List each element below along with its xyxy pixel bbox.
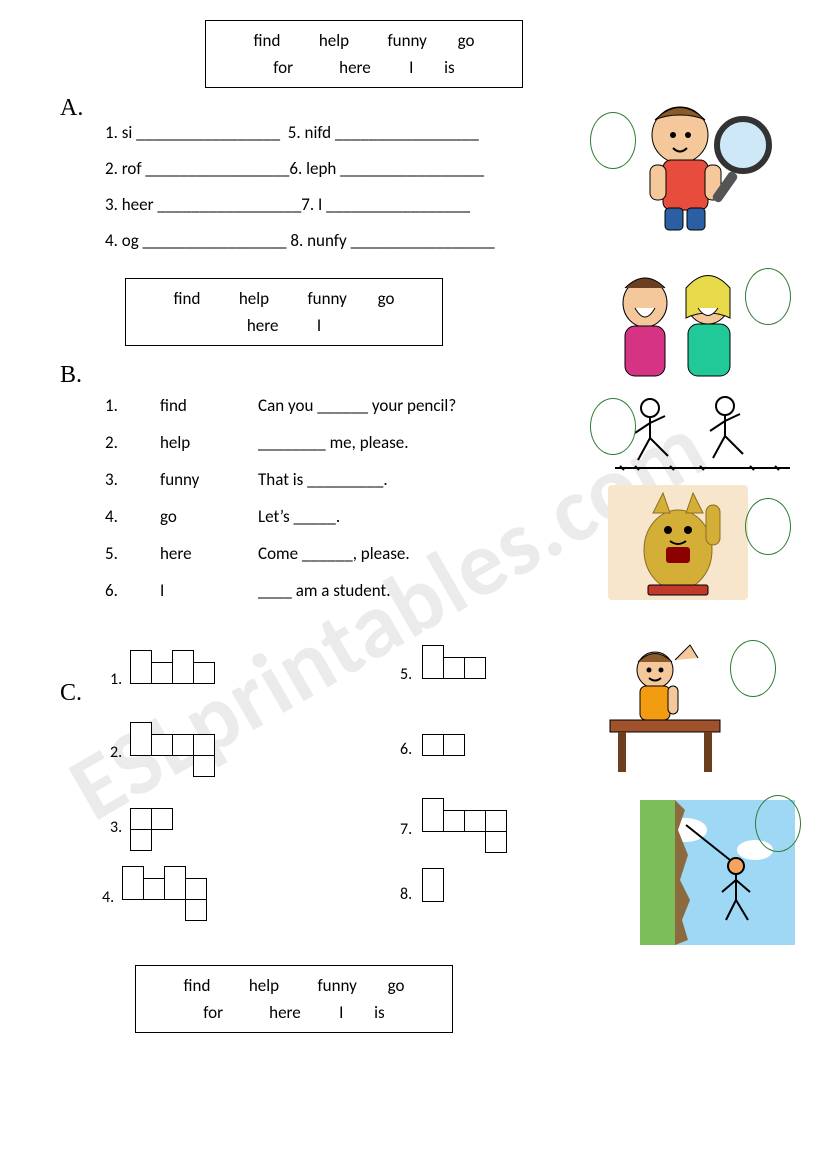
section-a-letter: A. [60, 95, 83, 122]
c-num-7: 7. [400, 820, 412, 839]
a-line3[interactable]: 3. heer _________________7. I __________… [105, 194, 470, 215]
a-line4[interactable]: 4. og _________________ 8. nunfy _______… [105, 230, 495, 251]
c-num-5: 5. [400, 665, 412, 684]
b-word-6: I [160, 580, 164, 601]
clipart-magnifier-boy [625, 90, 790, 235]
wordbox-mid-row1: find help funny go [126, 285, 442, 312]
wordbox-bottom-row1: find help funny go [136, 972, 452, 999]
b-sent-4[interactable]: Let’s _____. [258, 506, 340, 527]
b-num-3: 3. [105, 469, 118, 490]
clipart-runners [610, 388, 795, 476]
clipart-laughing-people [590, 258, 765, 388]
b-sent-5[interactable]: Come ______, please. [258, 543, 410, 564]
a-line2[interactable]: 2. rof _________________6. leph ________… [105, 158, 484, 179]
b-num-2: 2. [105, 432, 118, 453]
c-num-2: 2. [110, 743, 122, 762]
clipart-student-desk [590, 640, 735, 780]
wordbox-top: find help funny go for here I is [205, 20, 523, 88]
answer-oval-3[interactable] [590, 398, 636, 455]
b-sent-3[interactable]: That is _________. [258, 469, 388, 490]
wordbox-bottom: find help funny go for here I is [135, 965, 453, 1033]
wordbox-mid: find help funny go here I [125, 278, 443, 346]
clipart-lucky-cat [608, 485, 748, 600]
answer-oval-4[interactable] [745, 498, 791, 555]
section-c-letter: C. [60, 680, 82, 707]
c-num-8: 8. [400, 885, 412, 904]
c-num-4: 4. [102, 888, 114, 907]
b-sent-2[interactable]: ________ me, please. [258, 432, 409, 453]
a-line1[interactable]: 1. si _________________ 5. nifd ________… [105, 122, 479, 143]
wordbox-top-row1: find help funny go [206, 27, 522, 54]
c-num-1: 1. [110, 670, 122, 689]
b-word-4: go [160, 506, 177, 527]
b-word-5: here [160, 543, 192, 564]
c-num-3: 3. [110, 818, 122, 837]
wordbox-bottom-row2: for here I is [136, 999, 452, 1026]
b-num-1: 1. [105, 395, 118, 416]
b-word-3: funny [160, 469, 199, 490]
b-num-6: 6. [105, 580, 118, 601]
answer-oval-2[interactable] [745, 268, 791, 325]
section-b-letter: B. [60, 362, 82, 389]
b-word-1: find [160, 395, 187, 416]
answer-oval-6[interactable] [755, 795, 801, 852]
wordbox-top-row2: for here I is [206, 54, 522, 81]
b-word-2: help [160, 432, 190, 453]
c-num-6: 6. [400, 740, 412, 759]
answer-oval-5[interactable] [730, 640, 776, 697]
b-sent-6[interactable]: ____ am a student. [258, 580, 391, 601]
b-sent-1[interactable]: Can you ______ your pencil? [258, 395, 456, 416]
b-num-4: 4. [105, 506, 118, 527]
answer-oval-1[interactable] [590, 112, 636, 169]
wordbox-mid-row2: here I [126, 312, 442, 339]
b-num-5: 5. [105, 543, 118, 564]
worksheet-page: ESLprintables.com find help funny go for… [0, 0, 826, 1169]
